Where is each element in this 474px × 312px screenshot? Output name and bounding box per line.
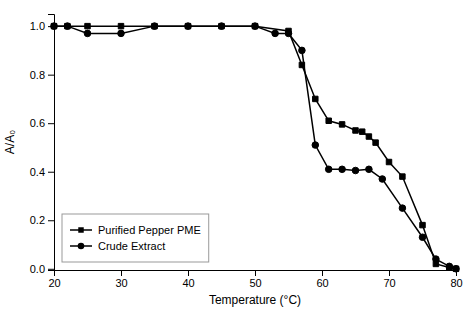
series xyxy=(51,23,460,272)
y-tick: 0.8 xyxy=(30,69,54,81)
point xyxy=(419,234,426,241)
point xyxy=(353,128,358,133)
point xyxy=(379,176,386,183)
y-tick-label: 0.6 xyxy=(30,117,45,129)
x-tick-mark xyxy=(121,270,122,276)
point xyxy=(65,23,70,28)
point xyxy=(285,30,292,37)
x-tick-mark xyxy=(322,270,323,276)
plot-area xyxy=(51,23,460,272)
point xyxy=(152,23,157,28)
point xyxy=(85,23,90,28)
x-tick: 50 xyxy=(249,270,261,289)
x-axis-title: Temperature (°C) xyxy=(209,293,301,307)
legend-symbol xyxy=(78,227,83,232)
point xyxy=(325,166,332,173)
x-axis-line xyxy=(55,271,457,277)
y-tick-label: 0.4 xyxy=(30,166,45,178)
y-tick-label: 1.0 xyxy=(30,20,45,32)
legend-item: Purified Pepper PME xyxy=(70,224,201,236)
legend-label: Purified Pepper PME xyxy=(98,224,201,236)
y-tick: 0.2 xyxy=(30,214,54,226)
x-tick-mark xyxy=(255,270,256,276)
series-line xyxy=(54,26,456,269)
point xyxy=(352,167,359,174)
point xyxy=(359,129,364,134)
x-tick-label: 30 xyxy=(115,277,127,289)
y-tick-mark xyxy=(48,123,54,124)
point xyxy=(339,166,346,173)
x-tick-label: 40 xyxy=(182,277,194,289)
point xyxy=(51,23,58,30)
x-axis: 20 30 40 50 60 70 80 xyxy=(48,270,462,289)
x-tick: 70 xyxy=(383,270,395,289)
point xyxy=(118,30,125,37)
legend-label: Crude Extract xyxy=(98,240,165,252)
y-axis: 0.0 0.2 0.4 0.6 0.8 1.0 xyxy=(30,15,55,275)
point xyxy=(433,256,440,263)
y-tick-label: 0.0 xyxy=(30,263,45,275)
point xyxy=(373,140,378,145)
x-tick-label: 60 xyxy=(316,277,328,289)
point xyxy=(118,23,123,28)
legend-item: Crude Extract xyxy=(70,240,165,252)
series xyxy=(51,23,458,271)
point xyxy=(453,265,460,272)
x-tick: 20 xyxy=(48,270,60,289)
y-tick: 0.0 xyxy=(30,263,54,275)
point xyxy=(218,23,225,30)
point xyxy=(185,23,192,30)
x-tick-label: 80 xyxy=(450,277,462,289)
point xyxy=(386,159,391,164)
point xyxy=(51,23,56,28)
y-tick-mark xyxy=(48,269,54,270)
x-tick-label: 70 xyxy=(383,277,395,289)
point xyxy=(84,30,91,37)
series-line xyxy=(54,26,456,269)
legend: Purified Pepper PME Crude Extract xyxy=(62,214,209,262)
point xyxy=(252,23,259,30)
point xyxy=(252,23,257,28)
point xyxy=(420,222,425,227)
chart: 20 30 40 50 60 70 80 0.0 0.2 0.4 0.6 0.8 1.0 Temperat… xyxy=(0,0,474,312)
point xyxy=(339,122,344,127)
point xyxy=(185,23,190,28)
point xyxy=(312,142,319,149)
point xyxy=(453,266,458,271)
x-tick: 30 xyxy=(115,270,127,289)
x-tick: 80 xyxy=(450,270,462,289)
y-tick-label: 0.8 xyxy=(30,69,45,81)
x-tick-label: 50 xyxy=(249,277,261,289)
point xyxy=(219,23,224,28)
y-tick-label: 0.2 xyxy=(30,214,45,226)
y-axis-title: A/A₀ xyxy=(3,130,17,154)
y-tick-mark xyxy=(48,220,54,221)
point xyxy=(446,263,453,270)
y-tick: 0.6 xyxy=(30,117,54,129)
point xyxy=(400,174,405,179)
y-axis-line xyxy=(48,15,55,271)
x-tick-mark xyxy=(188,270,189,276)
x-tick: 40 xyxy=(182,270,194,289)
point xyxy=(151,23,158,30)
point xyxy=(272,30,279,37)
y-tick-mark xyxy=(48,172,54,173)
legend-symbol xyxy=(78,243,85,250)
point xyxy=(313,96,318,101)
x-tick-mark xyxy=(389,270,390,276)
point xyxy=(299,47,306,54)
point xyxy=(64,23,71,30)
point xyxy=(326,118,331,123)
y-tick-mark xyxy=(48,75,54,76)
x-tick: 60 xyxy=(316,270,328,289)
point xyxy=(366,166,373,173)
point xyxy=(366,134,371,139)
legend-box xyxy=(62,214,209,262)
x-tick-label: 20 xyxy=(48,277,60,289)
point xyxy=(399,205,406,212)
y-tick: 0.4 xyxy=(30,166,54,178)
